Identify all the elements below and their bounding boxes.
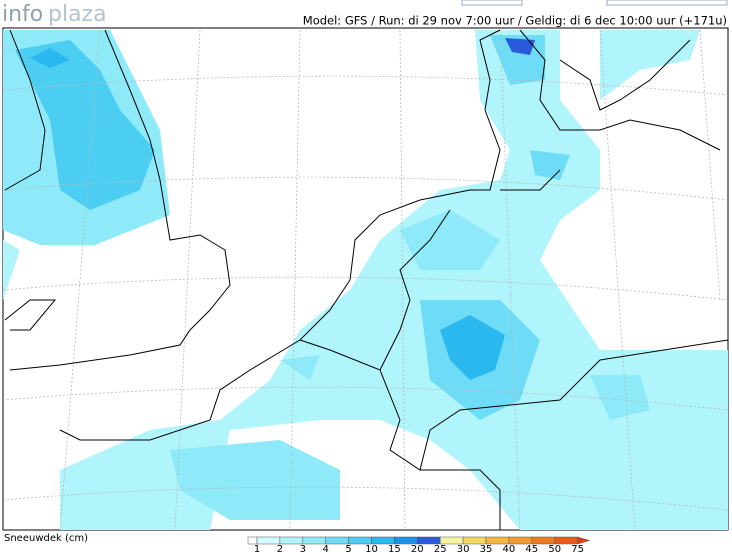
legend-label: 1 [254,544,260,555]
snow-cover [3,30,728,530]
legend-label: 25 [434,544,447,555]
legend-swatch [256,536,281,545]
legend-label: 45 [525,544,538,555]
legend-label: 35 [480,544,493,555]
map [2,27,729,531]
legend-label: 50 [548,544,561,555]
graticule [2,29,729,531]
borders [299,169,729,530]
legend-label: 3 [300,544,306,555]
legend-swatch [531,536,555,545]
legend: 1 2 3 4 5 10 15 20 25 30 35 40 45 50 75 [247,536,591,555]
coastlines [4,29,721,441]
legend-swatch [348,536,372,545]
legend-label: 75 [571,544,584,555]
legend-swatch [279,536,304,545]
tab[interactable] [461,0,523,6]
legend-swatch [508,536,533,545]
legend-swatch [577,536,591,545]
logo-plaza: plaza [48,2,107,27]
legend-label: 10 [365,544,378,555]
legend-swatch [325,536,349,545]
legend-label: 5 [345,544,351,555]
legend-label: 2 [277,544,283,555]
legend-swatch [247,536,258,545]
tab[interactable] [606,0,728,6]
logo-info: info [2,2,43,27]
legend-swatch [554,536,578,545]
legend-swatch [462,536,487,545]
run-info: Model: GFS / Run: di 29 nov 7:00 uur / G… [303,14,727,28]
legend-swatch [371,536,395,545]
legend-swatch [439,536,464,545]
legend-label: 15 [388,544,401,555]
legend-label: 20 [411,544,424,555]
legend-swatch [302,536,326,545]
legend-label: 4 [323,544,329,555]
legend-label: 30 [457,544,470,555]
legend-swatch [417,536,441,545]
legend-title: Sneeuwdek (cm) [4,533,88,544]
legend-swatch [394,536,418,545]
legend-label: 40 [503,544,516,555]
legend-swatch [485,536,510,545]
